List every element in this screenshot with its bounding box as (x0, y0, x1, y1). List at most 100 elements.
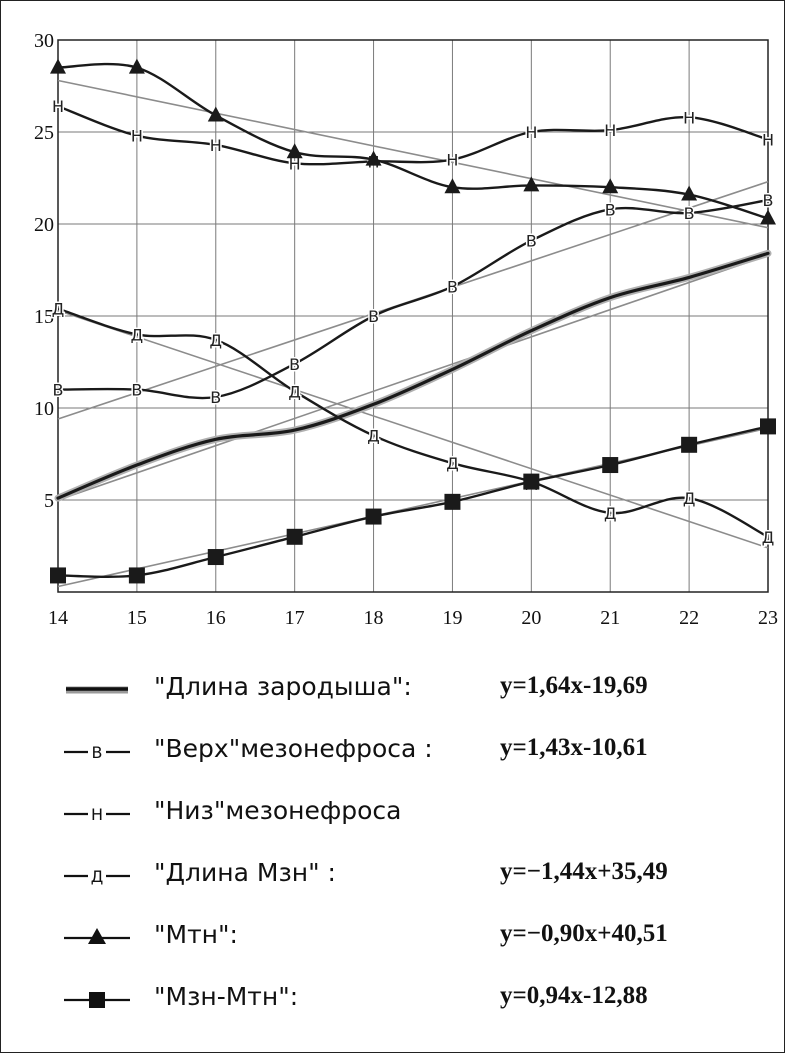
legend-equation: y=−0,90x+40,51 (500, 920, 668, 947)
data-point-square (50, 567, 66, 584)
legend-symbol-b-marker-icon: В (64, 742, 130, 762)
legend-marker-letter: Н (91, 805, 103, 824)
legend-series-name: "Мтн": (154, 920, 238, 949)
data-point-letter: Н (762, 130, 774, 149)
legend-series-name: "Мзн-Мтн": (154, 982, 299, 1011)
series-line (57, 62, 769, 220)
series-line (57, 307, 769, 538)
data-point-letter: В (53, 381, 64, 400)
x-tick-label: 23 (758, 607, 778, 629)
data-point-triangle (207, 106, 224, 122)
data-point-square (286, 528, 303, 545)
x-tick-label: 20 (521, 607, 541, 629)
data-point-triangle (128, 58, 145, 74)
plot-border (57, 39, 769, 593)
legend-equation: y=1,64x-19,69 (500, 672, 648, 699)
y-tick-label: 15 (34, 306, 54, 328)
data-point-letter: Н (210, 136, 222, 155)
data-point-letter: В (684, 204, 695, 223)
data-point-triangle (523, 176, 540, 192)
legend-row: Н "Низ"мезонефроса (60, 792, 760, 832)
y-tick-label: 25 (34, 122, 54, 144)
data-point-letter: Д (604, 504, 617, 523)
legend-equation: y=0,94x-12,88 (500, 982, 648, 1009)
x-tick-label: 18 (364, 607, 384, 629)
data-point-letter: Д (446, 454, 459, 473)
data-point-letter: Н (525, 123, 537, 142)
x-tick-label: 19 (442, 607, 462, 629)
legend-series-name: "Длина зародыша": (154, 672, 412, 701)
legend-row: "Мтн": y=−0,90x+40,51 (60, 916, 760, 956)
legend-marker-letter: В (92, 743, 103, 762)
data-point-letter: В (368, 307, 379, 326)
data-point-square (444, 493, 461, 510)
triangle-marker-icon (88, 928, 106, 944)
series-line (57, 198, 769, 400)
data-point-letter: В (289, 355, 300, 374)
legend-series-name: "Верх"мезонефроса : (154, 734, 433, 763)
trend-line (57, 254, 769, 501)
legend-symbol-d-marker-icon: Д (64, 866, 130, 886)
series-line (57, 105, 769, 166)
data-point-letter: Н (604, 121, 616, 140)
data-point-square (760, 418, 776, 435)
legend-marker-bg (88, 742, 106, 762)
legend-row: Д "Длина Мзн" : y=−1,44x+35,49 (60, 854, 760, 894)
x-tick-label: 16 (206, 607, 226, 629)
y-tick-label: 10 (34, 398, 54, 420)
legend-equation: y=1,43x-10,61 (500, 734, 648, 761)
data-point-letter: В (526, 232, 537, 251)
data-point-letter: Н (683, 108, 695, 127)
y-tick-label: 5 (44, 490, 54, 512)
data-point-square (523, 473, 540, 490)
data-point-letter: В (447, 278, 458, 297)
data-point-letter: Д (288, 382, 301, 401)
data-point-letter: Н (289, 154, 301, 173)
square-marker-icon (89, 992, 105, 1008)
y-tick-label: 30 (34, 30, 54, 52)
data-point-triangle (681, 185, 698, 201)
data-point-letter: Д (52, 300, 65, 319)
legend-symbol-thick-line-icon (66, 686, 128, 694)
legend-row: "Длина зародыша": y=1,64x-19,69 (60, 668, 760, 708)
data-point-letter: В (605, 200, 616, 219)
x-tick-label: 14 (48, 607, 68, 629)
data-point-letter: Д (762, 528, 775, 547)
trend-line (57, 309, 769, 549)
trend-line (57, 79, 769, 229)
line-chart: 5 10 15 20 25 30 14 15 16 17 18 19 20 21 22 23 В В В В В В В В В… (34, 30, 778, 629)
data-point-letter: Д (683, 489, 696, 508)
legend-series-name: "Низ"мезонефроса (154, 796, 402, 825)
series-line (56, 251, 770, 500)
legend-series-name: "Длина Мзн" : (154, 858, 336, 887)
data-point-triangle (602, 178, 619, 194)
y-tick-label: 20 (34, 214, 54, 236)
x-tick-label: 15 (127, 607, 147, 629)
legend-marker-letter: Д (91, 867, 104, 886)
data-point-letter: В (210, 388, 221, 407)
data-point-letter: В (131, 381, 142, 400)
data-point-letter: В (763, 191, 774, 210)
x-tick-label: 22 (679, 607, 699, 629)
x-tick-label: 17 (285, 607, 305, 629)
data-point-letter: Н (131, 127, 143, 146)
data-point-square (128, 567, 145, 584)
data-point-square (602, 457, 619, 474)
data-point-square (207, 549, 224, 566)
data-point-letter: Д (131, 325, 144, 344)
x-tick-label: 21 (600, 607, 620, 629)
data-point-triangle (444, 178, 461, 194)
legend-marker-bg (88, 866, 106, 886)
series-line (57, 425, 769, 578)
data-point-letter: Н (446, 151, 458, 170)
data-point-triangle (760, 209, 776, 225)
legend-row: В "Верх"мезонефроса : y=1,43x-10,61 (60, 730, 760, 770)
data-point-letter: Н (52, 97, 64, 116)
legend-symbol-n-marker-icon: Н (64, 804, 130, 824)
legend-equation: y=−1,44x+35,49 (500, 858, 668, 885)
legend-marker-bg (88, 804, 106, 824)
data-point-letter: Д (210, 331, 223, 350)
legend-symbol-square-marker-icon (64, 992, 130, 1008)
data-point-triangle (286, 143, 303, 159)
